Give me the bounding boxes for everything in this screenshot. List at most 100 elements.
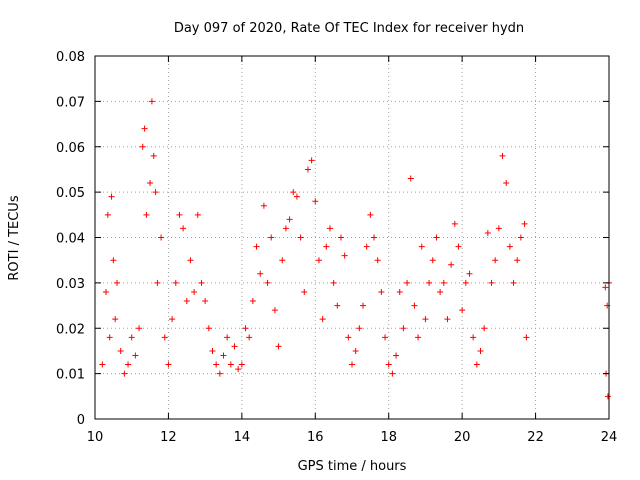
- data-point: [418, 243, 425, 250]
- data-point: [183, 298, 190, 305]
- data-point: [422, 316, 429, 323]
- x-tick-label: 16: [307, 430, 324, 445]
- data-point: [205, 325, 212, 332]
- data-point: [176, 211, 183, 218]
- data-point: [349, 361, 355, 368]
- data-point: [396, 288, 403, 295]
- data-point: [152, 189, 159, 196]
- data-point: [235, 366, 242, 373]
- data-point: [297, 234, 304, 241]
- data-point: [154, 279, 161, 286]
- y-tick-label: 0.05: [56, 186, 85, 201]
- data-point: [374, 257, 381, 264]
- data-point: [360, 302, 367, 309]
- data-point: [470, 334, 477, 341]
- data-point: [389, 370, 396, 377]
- data-point: [253, 243, 260, 250]
- data-point: [238, 361, 245, 368]
- data-point: [602, 284, 609, 291]
- data-point: [451, 220, 458, 227]
- data-point: [169, 316, 176, 323]
- data-point: [103, 288, 110, 295]
- chart-title: Day 097 of 2020, Rate Of TEC Index for r…: [174, 21, 524, 36]
- y-tick-label: 0.02: [56, 322, 85, 337]
- data-point: [147, 180, 154, 187]
- data-point: [462, 279, 469, 286]
- data-point: [209, 347, 216, 354]
- data-point: [104, 211, 111, 218]
- data-point: [382, 334, 389, 341]
- data-point: [363, 243, 370, 250]
- x-tick-label: 22: [527, 430, 544, 445]
- data-point: [495, 225, 502, 232]
- data-point: [293, 193, 300, 200]
- data-point: [268, 234, 275, 241]
- data-point: [301, 288, 308, 295]
- data-point: [172, 279, 179, 286]
- data-point: [433, 234, 440, 241]
- data-point: [337, 234, 344, 241]
- data-point: [106, 334, 113, 341]
- data-point: [323, 243, 330, 250]
- data-point: [150, 152, 157, 159]
- data-point: [437, 288, 444, 295]
- data-point: [477, 347, 484, 354]
- data-point: [429, 257, 436, 264]
- data-point: [371, 234, 378, 241]
- data-point: [257, 270, 264, 277]
- data-point: [260, 202, 267, 209]
- data-point: [132, 352, 139, 359]
- data-point: [286, 216, 293, 223]
- data-point: [517, 234, 524, 241]
- data-point: [141, 125, 148, 132]
- data-point: [112, 316, 119, 323]
- data-point: [407, 175, 414, 182]
- y-tick-label: 0.01: [56, 368, 85, 383]
- data-point: [345, 334, 352, 341]
- data-point: [411, 302, 418, 309]
- x-axis-label: GPS time / hours: [298, 459, 407, 474]
- data-point: [385, 361, 392, 368]
- data-point: [158, 234, 165, 241]
- data-point: [114, 279, 121, 286]
- data-point: [521, 220, 528, 227]
- data-point: [404, 279, 411, 286]
- y-tick-label: 0.06: [56, 141, 85, 156]
- data-point: [139, 143, 146, 150]
- data-point: [341, 252, 348, 259]
- data-point: [117, 347, 124, 354]
- data-point: [415, 334, 422, 341]
- data-point: [143, 211, 150, 218]
- y-tick-label: 0: [77, 413, 85, 428]
- x-tick-label: 20: [454, 430, 471, 445]
- data-point: [110, 257, 117, 264]
- data-point: [326, 225, 333, 232]
- data-point: [319, 316, 326, 323]
- data-point: [330, 279, 337, 286]
- data-point: [440, 279, 447, 286]
- data-point: [161, 334, 168, 341]
- y-tick-label: 0.03: [56, 277, 85, 292]
- y-tick-label: 0.04: [56, 232, 85, 247]
- data-point: [523, 334, 530, 341]
- data-point: [367, 211, 374, 218]
- data-point: [165, 361, 172, 368]
- data-point: [231, 343, 238, 350]
- data-point: [198, 279, 205, 286]
- data-point: [315, 257, 322, 264]
- data-point: [108, 193, 115, 200]
- data-point: [510, 279, 517, 286]
- y-tick-label: 0.07: [56, 95, 85, 110]
- data-point: [246, 334, 253, 341]
- data-point: [224, 334, 231, 341]
- data-point: [378, 288, 385, 295]
- data-point: [136, 325, 143, 332]
- data-point: [191, 288, 198, 295]
- data-point: [499, 152, 506, 159]
- data-point: [264, 279, 271, 286]
- data-point: [275, 343, 282, 350]
- data-point: [99, 361, 106, 368]
- data-point: [334, 302, 341, 309]
- data-point: [506, 243, 513, 250]
